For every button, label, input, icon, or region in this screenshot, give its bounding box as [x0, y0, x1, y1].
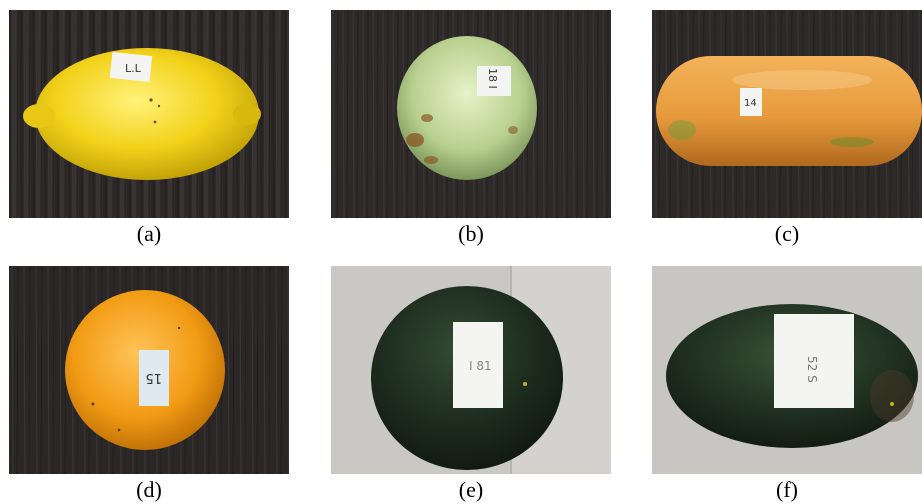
watermelon-label: I 81 — [469, 359, 492, 373]
lemon-photo: L.L — [9, 10, 289, 218]
panel-b: 18 I (b) — [331, 10, 611, 248]
papaya-label: 14 — [744, 98, 757, 109]
caption-c: (c) — [774, 221, 800, 246]
panel-f: 52 S (f) — [652, 266, 922, 504]
panel-e: I 81 (e) — [331, 266, 611, 504]
caption-d: (d) — [136, 477, 162, 502]
watermelon-photo-2: 52 S — [652, 266, 922, 474]
caption-b: (b) — [458, 221, 484, 246]
guava-label: 18 I — [486, 68, 499, 89]
papaya-photo: 14 — [652, 10, 922, 218]
caption-a: (a) — [136, 221, 162, 246]
orange-label: 15 — [145, 370, 162, 385]
guava-photo: 18 I — [331, 10, 611, 218]
watermelon-photo: I 81 — [331, 266, 611, 474]
panel-a: L.L (a) — [9, 10, 289, 248]
orange-photo: 15 — [9, 266, 289, 474]
panel-c: 14 (c) — [652, 10, 922, 248]
caption-f: (f) — [776, 477, 798, 502]
watermelon-2-label: 52 S — [805, 356, 819, 383]
caption-e: (e) — [458, 477, 484, 502]
panel-d: 15 (d) — [9, 266, 289, 504]
lemon-label: L.L — [125, 62, 142, 75]
